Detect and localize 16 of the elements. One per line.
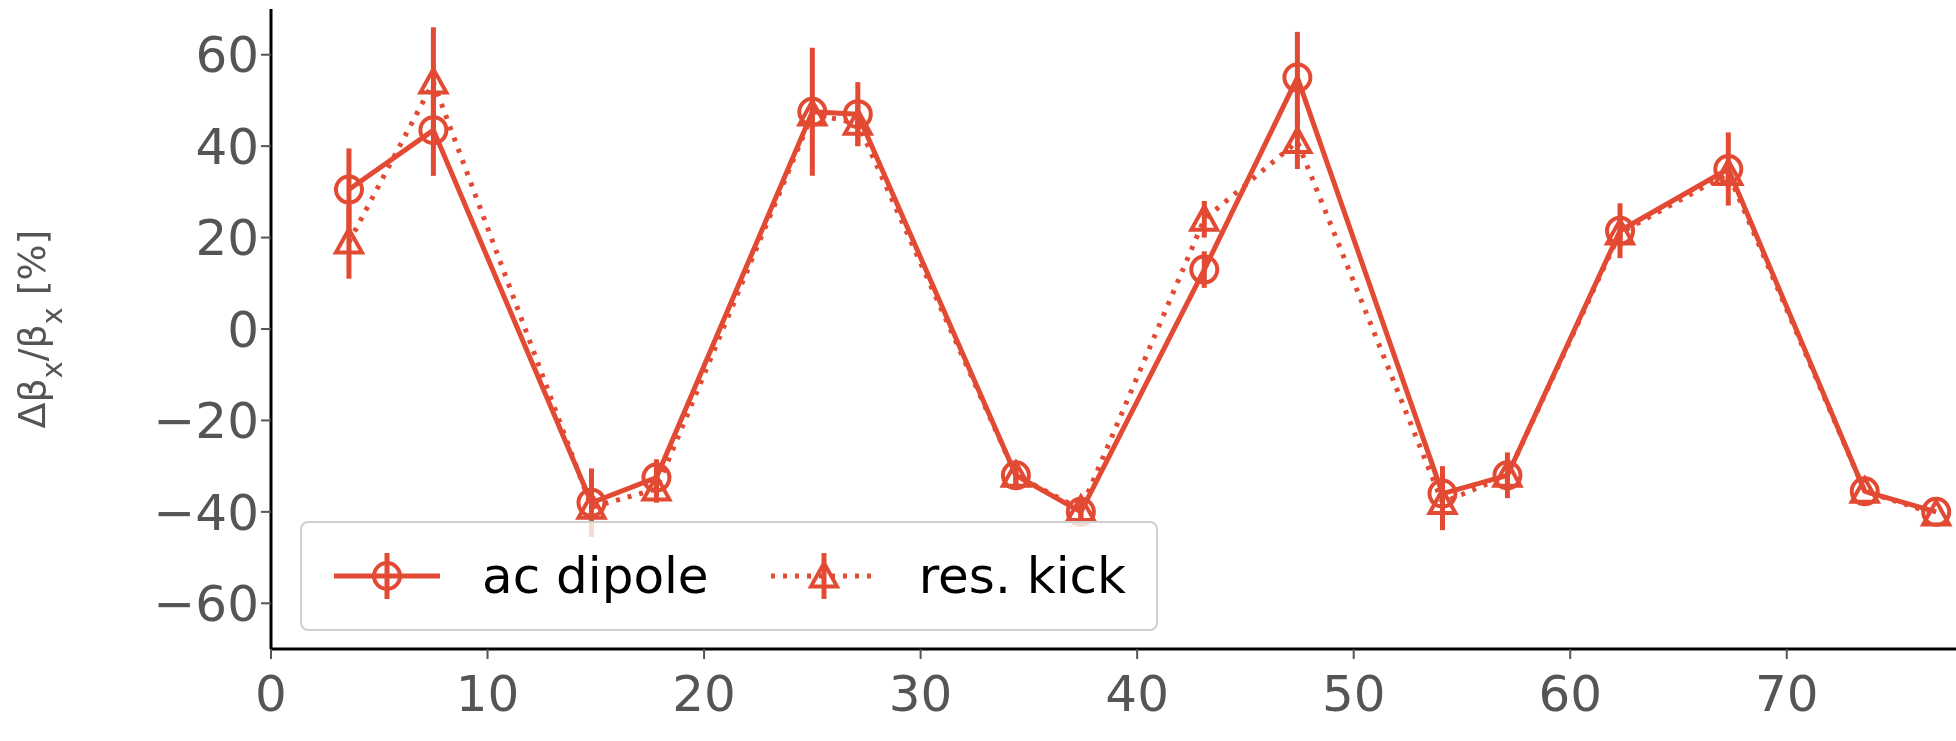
y-tick-label: 20 xyxy=(195,209,259,268)
x-tick-label: 20 xyxy=(672,664,736,723)
y-tick-label: −20 xyxy=(153,392,259,451)
y-tick-label: −60 xyxy=(153,575,259,634)
y-tick-label: −40 xyxy=(153,483,259,542)
x-tick-label: 70 xyxy=(1754,664,1819,723)
legend-label: ac dipole xyxy=(482,547,709,605)
x-tick-label: 40 xyxy=(1105,664,1169,723)
y-tick-label: 40 xyxy=(195,117,259,176)
x-tick-label: 60 xyxy=(1538,664,1603,723)
legend-label: res. kick xyxy=(918,547,1126,605)
x-tick-label: 10 xyxy=(455,664,520,723)
x-tick-label: 30 xyxy=(888,664,953,723)
x-tick-label: 50 xyxy=(1321,664,1386,723)
y-tick-label: 60 xyxy=(195,26,259,85)
y-tick-label: 0 xyxy=(227,300,259,359)
